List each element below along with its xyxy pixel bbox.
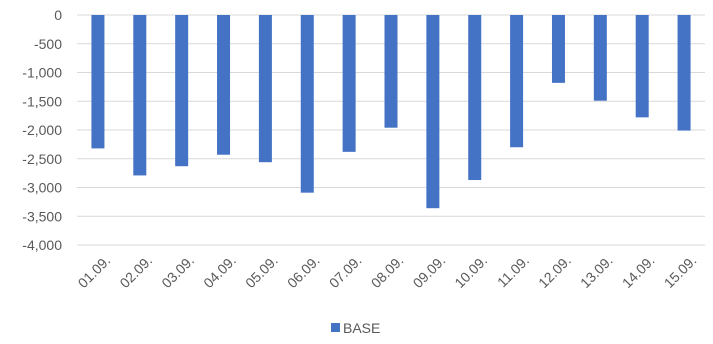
x-tick-label: 15.09. [661,252,700,291]
y-tick-label: -1,500 [22,93,62,109]
bar-13-09 [593,15,607,101]
bar-10-09 [468,15,482,181]
x-tick-label: 02.09. [116,252,155,291]
x-tick-label: 09.09. [410,252,449,291]
legend-label-base: BASE [343,320,380,336]
bar-08-09 [384,15,398,128]
x-tick-label: 11.09. [494,252,532,290]
x-tick-label: 04.09. [200,252,239,291]
x-tick-label: 14.09. [619,252,658,291]
bar-01-09 [91,15,105,149]
x-axis-tick-labels: 01.09. 02.09. 03.09. 04.09. 05.09. 06.09. 07.0… [75,252,700,291]
bar-09-09 [426,15,440,209]
bar-07-09 [342,15,356,152]
y-tick-label: -3,000 [22,180,62,196]
y-tick-label: -500 [34,36,62,52]
bar-03-09 [175,15,189,167]
x-tick-label: 12.09. [535,252,574,291]
bars [91,15,691,209]
x-tick-label: 05.09. [242,252,281,291]
x-tick-label: 01.09. [75,252,114,291]
bar-14-09 [635,15,649,118]
y-axis-tick-labels: 0 -500 -1,000 -1,500 -2,000 -2,500 -3,000 -3,50… [22,7,62,253]
x-tick-label: 08.09. [368,252,407,291]
x-tick-label: 13.09. [577,252,616,291]
y-tick-label: -3,500 [22,208,62,224]
bar-04-09 [217,15,231,155]
bar-05-09 [258,15,272,163]
legend-swatch-base [331,323,340,332]
x-tick-label: 10.09. [451,252,490,291]
y-tick-label: -1,000 [22,65,62,81]
y-tick-label: 0 [54,7,62,23]
bar-06-09 [300,15,314,193]
x-tick-label: 03.09. [158,252,197,291]
legend: BASE [331,320,380,336]
bar-15-09 [677,15,691,131]
y-tick-label: -2,500 [22,151,62,167]
y-tick-label: -2,000 [22,122,62,138]
bar-11-09 [510,15,524,148]
bar-12-09 [551,15,565,83]
x-tick-label: 06.09. [284,252,323,291]
x-tick-label: 07.09. [326,252,365,291]
y-tick-label: -4,000 [22,237,62,253]
bar-02-09 [133,15,147,176]
